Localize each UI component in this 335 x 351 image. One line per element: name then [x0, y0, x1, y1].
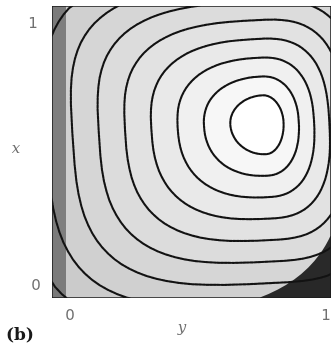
plot-area	[50, 4, 333, 300]
panel-label: (b)	[6, 325, 34, 345]
y-tick-bottom: 0	[31, 276, 41, 294]
y-axis-label: x	[12, 139, 21, 157]
x-tick-left: 0	[65, 306, 75, 324]
x-tick-right: 1	[321, 306, 331, 324]
contour-fill-layer	[50, 4, 333, 300]
y-tick-top: 1	[28, 14, 38, 32]
x-axis-label: y	[177, 318, 187, 336]
